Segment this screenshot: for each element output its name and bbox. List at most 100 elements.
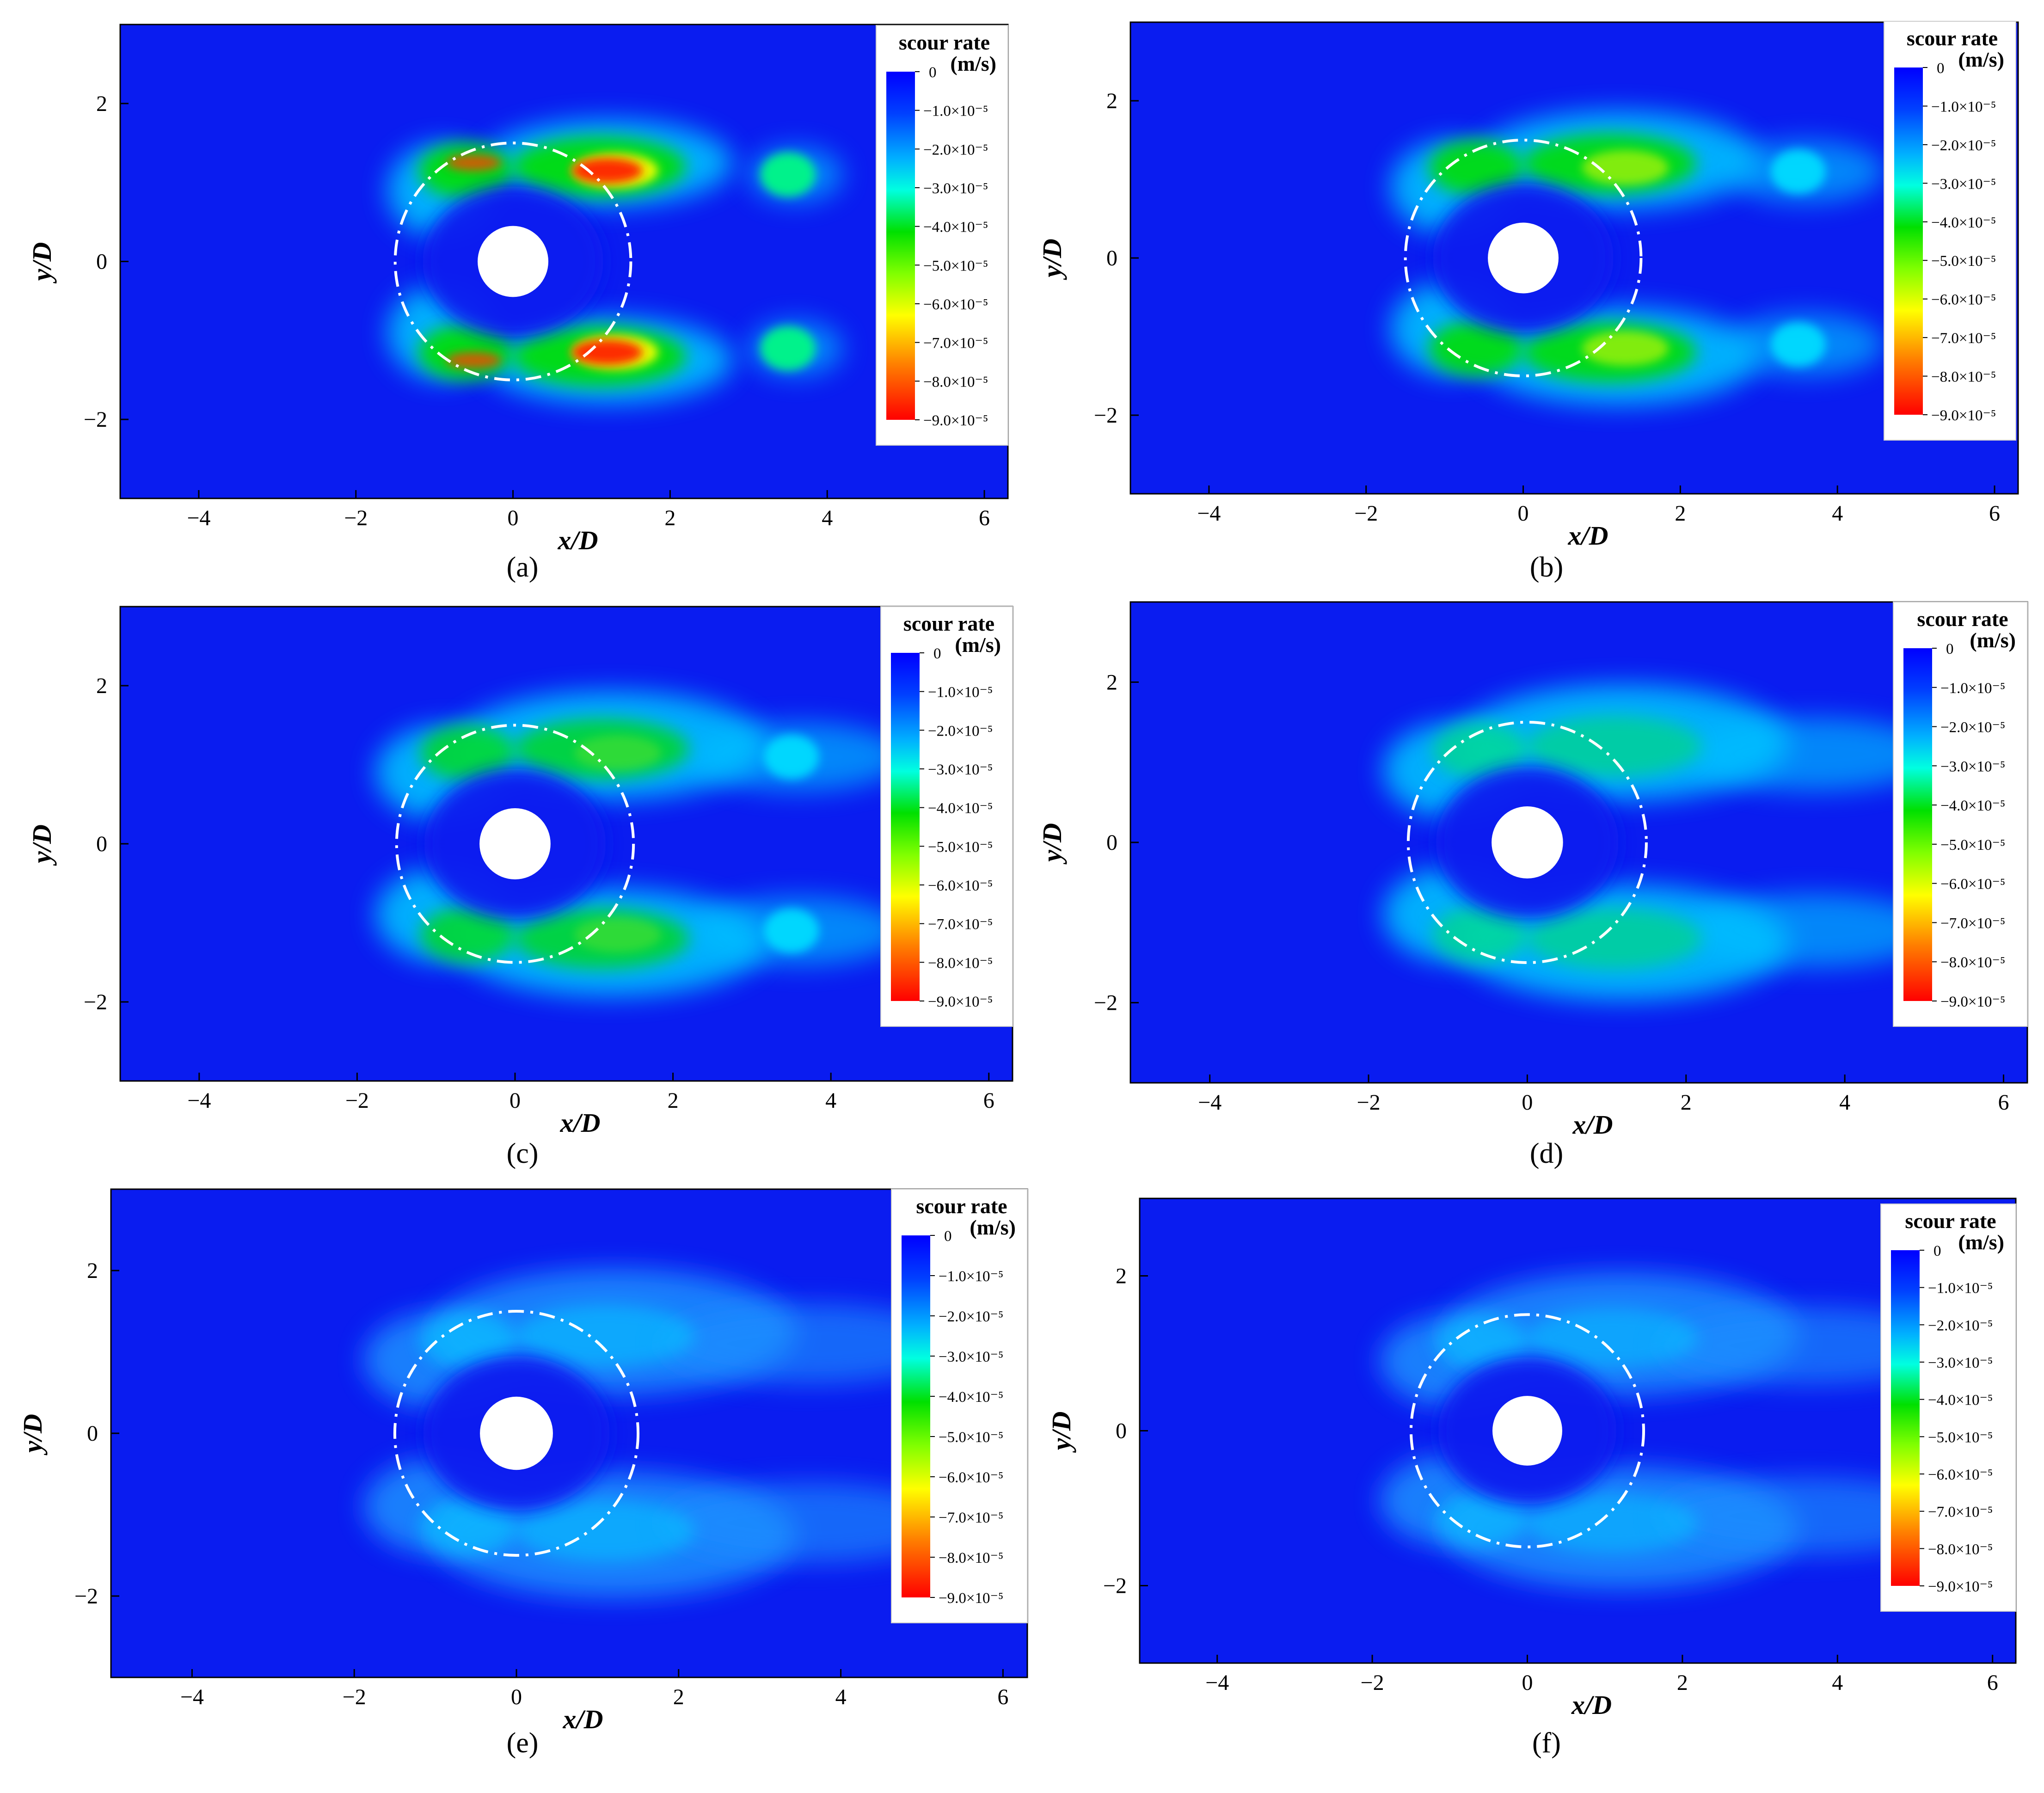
x-tick-label: 6 — [1998, 1090, 2009, 1115]
y-tick-label: −2 — [1094, 991, 1117, 1015]
upper-band-front — [419, 1311, 516, 1369]
colorbar-tick-label: −8.0×10⁻⁵ — [1940, 954, 2005, 971]
x-tick-label: 0 — [1522, 1670, 1533, 1695]
colorbar-tick-label: −8.0×10⁻⁵ — [1931, 369, 1996, 386]
lower-tail — [1691, 894, 1935, 968]
colorbar-tick-label: −2.0×10⁻⁵ — [1940, 719, 2005, 736]
x-tick-label: 0 — [1522, 1090, 1533, 1115]
colorbar-tick-label: −4.0×10⁻⁵ — [928, 800, 993, 817]
colorbar-tick-label: −1.0×10⁻⁵ — [1928, 1280, 1993, 1297]
x-tick-label: 0 — [511, 1685, 522, 1709]
colorbar-tick-label: −4.0×10⁻⁵ — [1931, 215, 1996, 231]
y-tick-label: −2 — [1094, 403, 1117, 428]
colorbar-unit: (m/s) — [950, 52, 996, 75]
colorbar: scour rate(m/s) 0 −1.0×10⁻⁵ −2.0×10⁻⁵ −3.0×1… — [1880, 1204, 2016, 1612]
x-tick-label: −4 — [180, 1685, 204, 1709]
x-tick-label: 6 — [997, 1685, 1008, 1709]
upper-band-front — [420, 725, 515, 781]
panel-label: (d) — [1530, 1138, 1563, 1169]
colorbar: scour rate(m/s) 0 −1.0×10⁻⁵ −2.0×10⁻⁵ −3.0×1… — [876, 25, 1008, 446]
colorbar-unit: (m/s) — [1958, 48, 2004, 71]
colorbar-tick-label: −9.0×10⁻⁵ — [923, 412, 988, 429]
colorbar-tick-label: −2.0×10⁻⁵ — [928, 723, 993, 739]
colorbar-tick-label: −9.0×10⁻⁵ — [939, 1590, 1003, 1607]
pier — [480, 1396, 553, 1470]
colorbar-unit: (m/s) — [1970, 628, 2016, 652]
y-tick-label: −2 — [84, 407, 107, 432]
colorbar-tick-label: −1.0×10⁻⁵ — [923, 103, 988, 120]
colorbar-tick-label: −5.0×10⁻⁵ — [939, 1429, 1003, 1446]
colorbar-tick-label: −8.0×10⁻⁵ — [1928, 1541, 1993, 1558]
colorbar-gradient — [891, 653, 920, 1001]
panel-label: (c) — [507, 1138, 539, 1169]
y-axis-label: y/D — [1037, 239, 1067, 280]
x-tick-label: 0 — [1518, 501, 1529, 526]
colorbar-gradient — [886, 72, 915, 420]
upper-band-wake — [1527, 1308, 1698, 1368]
lower-band-wake — [1527, 908, 1702, 969]
colorbar-tick-label: −7.0×10⁻⁵ — [928, 916, 993, 933]
pier — [1488, 222, 1559, 294]
x-tick-label: 2 — [664, 506, 675, 530]
y-axis-label: y/D — [27, 824, 57, 866]
colorbar-tick-label: 0 — [929, 64, 937, 81]
y-tick-label: 0 — [87, 1421, 98, 1446]
y-tick-label: 0 — [1116, 1419, 1127, 1443]
scour-field — [1390, 111, 1884, 405]
colorbar-tick-label: −5.0×10⁻⁵ — [923, 258, 988, 274]
colorbar-tick-label: −9.0×10⁻⁵ — [928, 994, 993, 1010]
x-tick-label: −2 — [1354, 501, 1378, 526]
colorbar-tick-label: 0 — [944, 1228, 952, 1245]
upper-secondary-patch — [763, 735, 819, 779]
x-tick-label: 2 — [1677, 1670, 1688, 1695]
y-tick-label: 2 — [96, 92, 107, 116]
colorbar-tick-label: −2.0×10⁻⁵ — [923, 141, 988, 158]
lower-secondary-patch — [1770, 322, 1826, 367]
upper-band-front — [1434, 1314, 1528, 1369]
colorbar-tick-label: −7.0×10⁻⁵ — [939, 1510, 1003, 1526]
upper-secondary-patch — [1770, 149, 1826, 194]
scour-hole-ring — [393, 1310, 640, 1557]
lower-band-front — [420, 907, 515, 963]
x-tick-label: −2 — [344, 506, 368, 530]
panel-d: −4 −2 0 2 4 6 −2 0 2 x/D y/D scour rate(m/s) 0 −1.0×1… — [1037, 601, 2028, 1169]
lower-front-red — [446, 352, 502, 368]
x-tick-label: 2 — [668, 1088, 679, 1113]
colorbar-title: scour rate — [1905, 1209, 1996, 1233]
panel-a: −4 −2 0 2 4 6 −2 0 2 x/D y/D scour rate(m/s) 0 −1.0×1… — [27, 24, 1009, 583]
colorbar-tick-label: −1.0×10⁻⁵ — [939, 1268, 1003, 1285]
y-tick-label: 2 — [1106, 670, 1117, 694]
colorbar-tick-label: −5.0×10⁻⁵ — [1940, 837, 2005, 854]
upper-core-red — [571, 158, 643, 184]
scour-field — [375, 691, 904, 997]
colorbar-tick-label: −6.0×10⁻⁵ — [1940, 876, 2005, 893]
y-axis-label: y/D — [1046, 1412, 1076, 1453]
x-tick-label: 2 — [1681, 1090, 1692, 1115]
x-tick-label: 2 — [673, 1685, 684, 1709]
y-tick-label: 0 — [96, 832, 107, 856]
colorbar-tick-label: −3.0×10⁻⁵ — [1928, 1355, 1993, 1371]
y-tick-label: 2 — [96, 674, 107, 698]
upper-band-front — [1429, 140, 1523, 195]
panel-c: −4 −2 0 2 4 6 −2 0 2 x/D y/D scour rate(m/s) 0 −1.0×1… — [27, 606, 1013, 1169]
scour-field — [1383, 684, 1935, 1001]
x-tick-label: 4 — [1839, 1090, 1850, 1115]
y-tick-label: 2 — [1106, 89, 1117, 113]
x-axis-label: x/D — [1572, 1110, 1613, 1140]
colorbar-tick-label: −3.0×10⁻⁵ — [939, 1349, 1003, 1365]
x-tick-label: −4 — [1198, 1090, 1221, 1115]
lower-band-wake — [516, 1500, 695, 1562]
x-tick-label: 2 — [1675, 501, 1686, 526]
colorbar-title: scour rate — [916, 1194, 1007, 1218]
scour-hole-ring — [395, 724, 635, 964]
scour-field — [363, 1268, 957, 1598]
colorbar-tick-label: −9.0×10⁻⁵ — [1931, 407, 1996, 424]
colorbar-tick-label: −1.0×10⁻⁵ — [928, 684, 993, 701]
y-tick-label: 0 — [1106, 246, 1117, 270]
colorbar-tick-label: −9.0×10⁻⁵ — [1940, 994, 2005, 1010]
colorbar-tick-label: −5.0×10⁻⁵ — [1928, 1429, 1993, 1446]
colorbar-tick-label: −6.0×10⁻⁵ — [923, 296, 988, 313]
x-tick-label: −2 — [343, 1685, 366, 1709]
colorbar-tick-label: 0 — [1934, 1243, 1941, 1259]
